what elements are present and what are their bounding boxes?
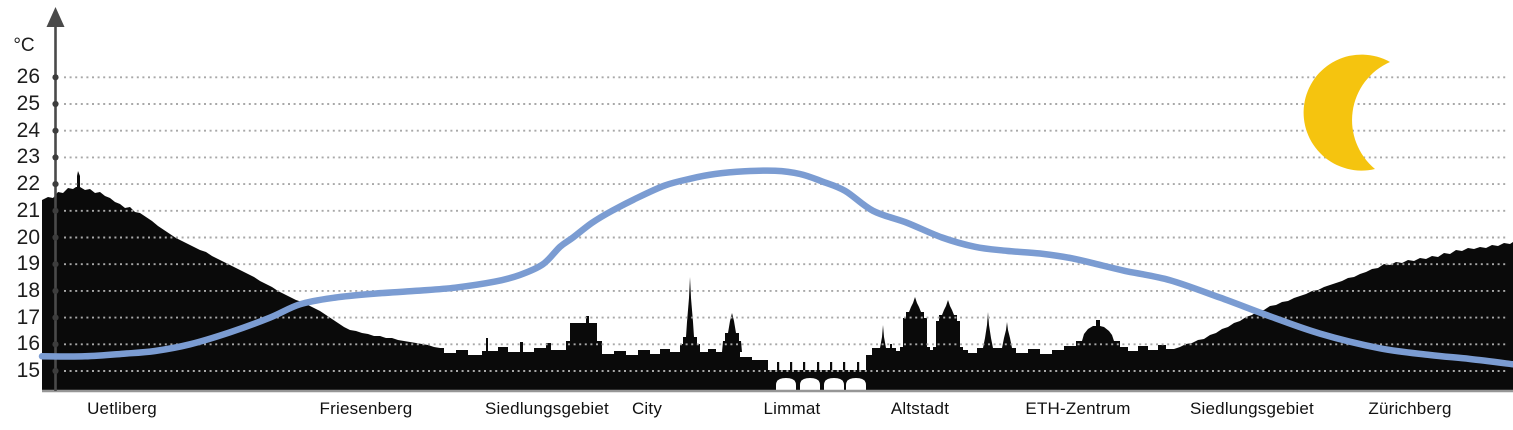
x-axis-label: Uetliberg: [87, 399, 157, 418]
bridge-post: [843, 362, 846, 371]
y-axis-tick-dot: [52, 100, 59, 108]
y-axis-tick-dot: [52, 181, 59, 188]
bridge-post: [790, 362, 793, 371]
x-axis-label: Friesenberg: [319, 399, 413, 418]
y-axis-tick-dot: [52, 314, 59, 321]
y-tick-label: 20: [16, 225, 40, 249]
x-axis-label: Siedlungsgebiet: [485, 399, 609, 418]
gridlines: [42, 76, 1513, 393]
y-axis-tick-dot: [52, 234, 59, 241]
y-tick-label: 16: [16, 332, 40, 356]
y-axis-tick-dot: [52, 287, 59, 294]
y-tick-label: 21: [16, 198, 40, 222]
bridge-post: [777, 362, 780, 371]
bridge-arch: [824, 378, 844, 391]
x-axis-label: Limmat: [763, 399, 821, 418]
y-tick-label: 22: [16, 172, 40, 196]
y-axis-tick-dot: [52, 74, 59, 81]
city-skyline-silhouette: [42, 171, 1513, 392]
bridge-arch: [800, 378, 820, 391]
y-axis-tick-dot: [52, 127, 59, 134]
y-axis-tick-dot: [52, 367, 59, 375]
x-axis-label: ETH-Zentrum: [1025, 399, 1131, 418]
bridge-arch: [776, 378, 796, 391]
temperature-line: [38, 167, 1513, 368]
y-tick-label: 19: [16, 252, 40, 276]
crescent-moon-icon: [1303, 54, 1390, 171]
y-tick-label: 26: [16, 65, 40, 89]
bridge-post: [830, 362, 833, 371]
y-axis-tick-dot: [52, 341, 59, 348]
x-axis-label: Zürichberg: [1368, 399, 1452, 418]
bridge-post: [803, 362, 806, 371]
y-tick-label: 18: [16, 278, 40, 302]
y-axis: [46, 7, 65, 391]
bridge-post: [817, 362, 820, 371]
x-axis-label: Siedlungsgebiet: [1190, 399, 1314, 418]
y-axis-tick-dot: [52, 261, 59, 268]
x-axis-label: Altstadt: [890, 399, 950, 418]
y-tick-label: 15: [16, 359, 40, 382]
x-axis-label: City: [631, 399, 663, 418]
bridge-post: [857, 362, 860, 371]
terrain-and-buildings: [42, 171, 1513, 392]
y-tick-label: 25: [16, 92, 40, 115]
y-tick-label: 23: [16, 145, 40, 169]
y-axis-tick-dot: [52, 207, 59, 214]
y-tick-label: 17: [16, 305, 40, 329]
y-axis-unit-label: °C: [13, 35, 35, 56]
y-axis-arrowhead: [46, 7, 65, 27]
bridge-arch: [846, 378, 866, 391]
temperature-curve: [38, 167, 1513, 368]
y-tick-label: 24: [16, 118, 40, 142]
y-axis-tick-dot: [52, 154, 59, 161]
